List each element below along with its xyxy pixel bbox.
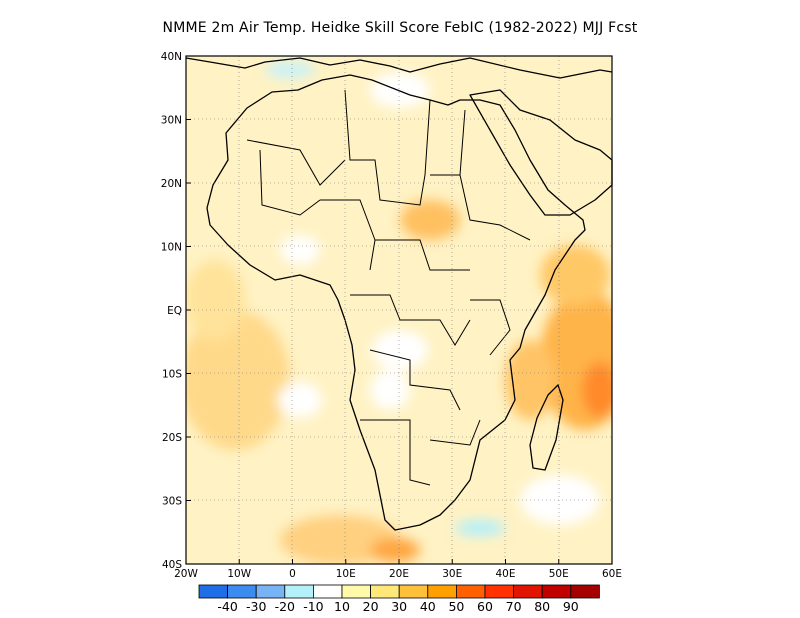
patch-atlantic-north bbox=[186, 260, 245, 340]
patch-mediterranean-white bbox=[370, 72, 430, 108]
patch-blue-south bbox=[455, 520, 505, 536]
map-title: NMME 2m Air Temp. Heidke Skill Score Feb… bbox=[162, 20, 638, 36]
skill-field bbox=[186, 56, 612, 564]
border-sudan-ethiopia bbox=[459, 174, 531, 241]
colorbar-swatch bbox=[513, 584, 543, 599]
x-tick-label: 10W bbox=[227, 568, 251, 580]
border-congo bbox=[350, 294, 471, 346]
colorbar-swatch bbox=[255, 584, 286, 599]
y-tick-label: 40N bbox=[161, 51, 182, 63]
border-niger-nigeria bbox=[320, 199, 376, 271]
y-tick-label: 10S bbox=[162, 369, 182, 381]
x-tick-label: 50E bbox=[549, 568, 569, 580]
border-chad-car bbox=[375, 239, 470, 271]
y-tick-label: 20N bbox=[161, 178, 182, 190]
x-tick-label: 60E bbox=[602, 568, 622, 580]
y-tick-label: 30S bbox=[162, 496, 182, 508]
x-tick-label: 10E bbox=[336, 568, 356, 580]
border-northwest bbox=[246, 139, 346, 186]
border-zimbabwe-mozambique bbox=[429, 419, 481, 446]
patch-south-atlantic-strong bbox=[370, 538, 420, 562]
patch-sahara-east bbox=[400, 200, 460, 240]
colorbar-label: -30 bbox=[246, 599, 266, 614]
colorbar-label: 90 bbox=[563, 599, 579, 614]
colorbar-label: 30 bbox=[391, 599, 407, 614]
patch-atlantic-west bbox=[186, 310, 290, 450]
patch-indian-strong bbox=[582, 362, 612, 418]
colorbar-label: 10 bbox=[334, 599, 350, 614]
colorbar-label: 60 bbox=[477, 599, 493, 614]
europe-coastline bbox=[185, 57, 613, 79]
x-tick-label: 30E bbox=[442, 568, 462, 580]
africa-coastline bbox=[206, 74, 586, 531]
border-namibia-botswana bbox=[360, 419, 431, 486]
patch-southern-white bbox=[520, 475, 600, 525]
colorbar-swatch bbox=[427, 584, 457, 599]
y-tick-label: 20S bbox=[162, 432, 182, 444]
x-tick-label: 40E bbox=[496, 568, 516, 580]
x-tick-label: 0 bbox=[289, 568, 296, 580]
x-tick-label: 20E bbox=[389, 568, 409, 580]
country-borders bbox=[246, 89, 531, 486]
y-tick-label: 30N bbox=[161, 115, 182, 127]
patch-congo-white bbox=[372, 330, 428, 370]
border-tanzania-kenya bbox=[470, 299, 511, 356]
colorbar-swatch bbox=[341, 584, 372, 599]
y-tick-label: 10N bbox=[161, 242, 182, 254]
patch-mozambique-channel bbox=[505, 340, 555, 420]
colorbar-swatch bbox=[570, 584, 600, 599]
patch-west-africa-white bbox=[280, 235, 320, 265]
border-north-central bbox=[344, 89, 431, 206]
patch-somali-coast bbox=[540, 245, 610, 305]
skill-patches bbox=[186, 62, 612, 564]
patch-south-atlantic bbox=[280, 515, 400, 564]
colorbar-label: 20 bbox=[363, 599, 379, 614]
border-angola-zambia bbox=[369, 349, 461, 411]
colorbar-swatch bbox=[398, 584, 429, 599]
patch-angola-white bbox=[370, 370, 410, 410]
madagascar-coastline bbox=[529, 384, 564, 471]
colorbar-swatch bbox=[198, 584, 229, 599]
patch-atlantic-white bbox=[278, 382, 322, 418]
patch-indian-ocean bbox=[540, 290, 612, 430]
y-tick-label: 40S bbox=[162, 559, 182, 571]
colorbar-swatch bbox=[312, 584, 343, 599]
colorbar-swatch bbox=[284, 584, 314, 599]
x-tick-label: 20W bbox=[174, 568, 198, 580]
colorbar-label: 40 bbox=[420, 599, 436, 614]
x-axis-ticks: 20W 10W 0 10E 20E 30E 40E 50E 60E bbox=[174, 559, 622, 580]
colorbar-swatch bbox=[484, 584, 515, 599]
grid bbox=[186, 56, 612, 564]
colorbar-label: 50 bbox=[448, 599, 464, 614]
colorbar-label: -20 bbox=[275, 599, 295, 614]
colorbar-swatch bbox=[227, 584, 257, 599]
colorbar-swatch bbox=[541, 584, 572, 599]
y-axis-ticks: 40N 30N 20N 10N EQ 10S 20S 30S 40S bbox=[161, 51, 191, 571]
y-tick-label: EQ bbox=[167, 305, 182, 317]
colorbar-label: -10 bbox=[303, 599, 323, 614]
colorbar-label: 70 bbox=[506, 599, 522, 614]
colorbar: -40 -30 -20 -10 10 20 30 40 50 60 70 80 90 bbox=[198, 584, 600, 614]
colorbar-label: -40 bbox=[217, 599, 237, 614]
colorbar-swatch bbox=[370, 584, 400, 599]
border-mali bbox=[259, 149, 321, 216]
colorbar-label: 80 bbox=[534, 599, 550, 614]
colorbar-swatch bbox=[455, 584, 486, 599]
patch-blue-north bbox=[265, 62, 315, 78]
